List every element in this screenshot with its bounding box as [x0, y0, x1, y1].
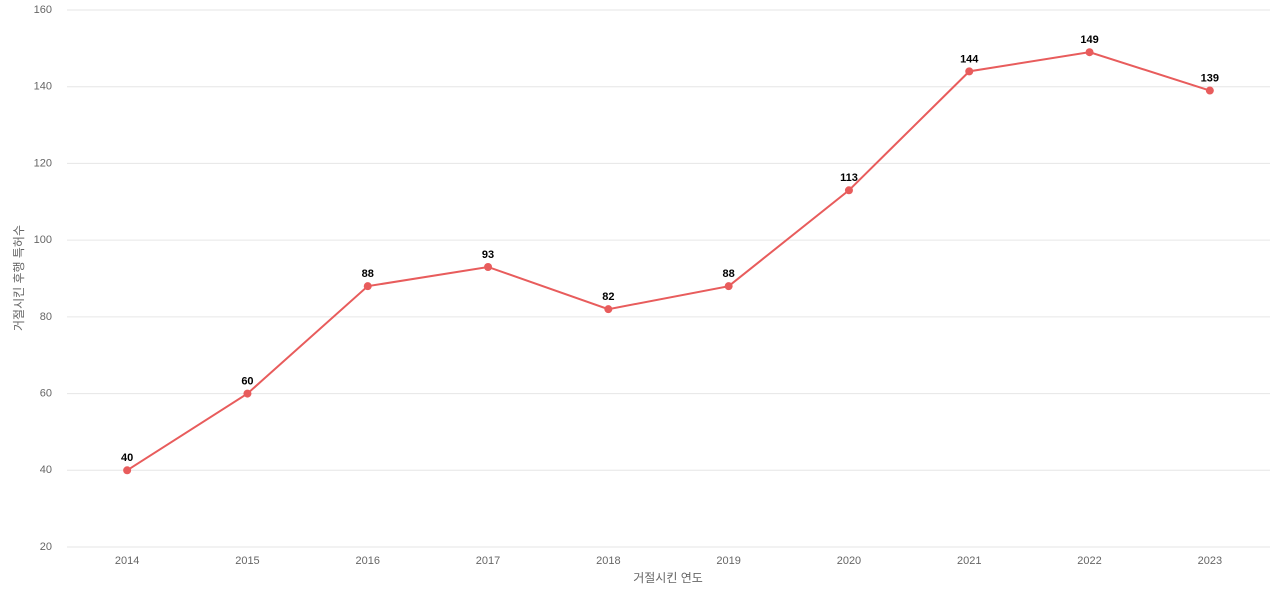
data-label: 149 — [1080, 34, 1098, 46]
data-label: 93 — [482, 249, 494, 261]
data-label: 60 — [241, 375, 253, 387]
data-point — [123, 466, 132, 475]
series-line — [126, 51, 1211, 472]
data-point — [844, 186, 853, 195]
x-axis-label: 거절시킨 연도 — [633, 571, 703, 585]
data-point — [965, 67, 974, 76]
data-point — [1205, 86, 1214, 95]
x-tick-label: 2015 — [235, 555, 259, 567]
data-point — [604, 305, 613, 314]
x-tick-label: 2019 — [716, 555, 740, 567]
data-point — [363, 282, 372, 291]
x-tick-label: 2016 — [356, 555, 380, 567]
data-point — [243, 389, 252, 398]
x-tick-label: 2021 — [957, 555, 981, 567]
x-tick-label: 2023 — [1198, 555, 1222, 567]
data-point — [1085, 48, 1094, 57]
x-tick-label: 2017 — [476, 555, 500, 567]
data-label: 88 — [362, 268, 374, 280]
x-tick-label: 2014 — [115, 555, 139, 567]
y-tick-label: 60 — [40, 387, 52, 399]
y-tick-label: 140 — [34, 81, 52, 93]
x-tick-label: 2020 — [837, 555, 861, 567]
y-tick-label: 80 — [40, 311, 52, 323]
y-tick-label: 20 — [40, 541, 52, 553]
data-label: 82 — [602, 291, 614, 303]
data-point — [724, 282, 733, 291]
y-tick-label: 160 — [34, 4, 52, 16]
data-point — [484, 262, 493, 271]
data-label: 139 — [1201, 72, 1219, 84]
data-label: 113 — [840, 172, 858, 184]
y-tick-label: 100 — [34, 234, 52, 246]
data-label: 40 — [121, 452, 133, 464]
y-tick-label: 120 — [34, 157, 52, 169]
data-label: 88 — [723, 268, 735, 280]
x-tick-label: 2022 — [1077, 555, 1101, 567]
data-label: 144 — [960, 53, 979, 65]
y-axis-label: 거절시킨 후행 특허수 — [11, 225, 26, 331]
y-tick-label: 40 — [40, 464, 52, 476]
x-tick-label: 2018 — [596, 555, 620, 567]
